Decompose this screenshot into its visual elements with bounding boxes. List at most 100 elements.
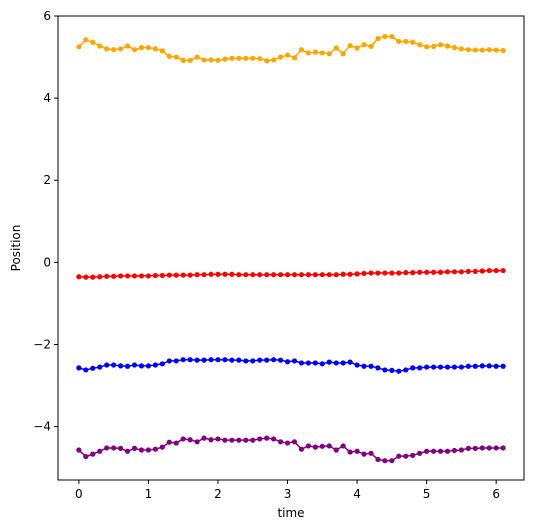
data-point bbox=[312, 444, 318, 450]
data-point bbox=[382, 458, 388, 464]
data-point bbox=[465, 268, 471, 275]
data-point bbox=[236, 55, 242, 61]
data-point bbox=[500, 363, 506, 369]
data-point bbox=[159, 48, 165, 54]
data-point bbox=[76, 365, 82, 371]
data-point bbox=[159, 361, 165, 367]
data-point bbox=[465, 445, 471, 451]
x-axis-label: time bbox=[277, 506, 304, 520]
data-point bbox=[131, 445, 138, 451]
data-point bbox=[305, 50, 311, 56]
data-point bbox=[118, 363, 124, 369]
series-layer bbox=[76, 33, 506, 464]
data-point bbox=[145, 273, 152, 279]
data-point bbox=[104, 362, 110, 368]
data-point bbox=[187, 437, 193, 443]
data-point bbox=[479, 445, 485, 451]
data-point bbox=[76, 447, 82, 453]
data-point bbox=[298, 446, 305, 452]
data-point bbox=[305, 272, 311, 278]
data-point bbox=[97, 364, 103, 370]
data-point bbox=[403, 38, 409, 45]
data-point bbox=[389, 33, 395, 40]
data-point bbox=[271, 436, 277, 442]
data-point bbox=[430, 43, 437, 49]
data-point bbox=[250, 437, 256, 443]
data-point bbox=[354, 448, 360, 454]
data-point bbox=[354, 362, 360, 368]
data-point bbox=[201, 57, 207, 63]
data-point bbox=[333, 272, 339, 278]
data-point bbox=[166, 439, 172, 445]
data-point bbox=[424, 44, 430, 50]
data-point bbox=[104, 273, 110, 279]
data-point bbox=[277, 54, 284, 60]
data-point bbox=[124, 363, 131, 369]
data-point bbox=[493, 363, 499, 369]
data-point bbox=[444, 364, 451, 370]
x-tick-label: 0 bbox=[75, 487, 83, 501]
data-point bbox=[111, 273, 117, 279]
data-point bbox=[451, 447, 458, 454]
data-point bbox=[250, 55, 256, 61]
data-point bbox=[284, 272, 291, 278]
data-point bbox=[173, 54, 179, 60]
data-point bbox=[333, 45, 339, 51]
data-point bbox=[208, 271, 214, 277]
data-point bbox=[312, 360, 318, 366]
data-point bbox=[375, 365, 381, 371]
data-point bbox=[410, 270, 416, 276]
data-point bbox=[486, 445, 492, 451]
data-point bbox=[451, 45, 458, 51]
data-point bbox=[257, 357, 263, 363]
data-point bbox=[437, 448, 444, 454]
data-point bbox=[361, 270, 367, 277]
data-point bbox=[90, 39, 96, 45]
data-point bbox=[229, 437, 235, 443]
data-point bbox=[465, 363, 471, 369]
data-point bbox=[264, 357, 270, 363]
data-point bbox=[403, 270, 409, 276]
data-point bbox=[194, 439, 200, 445]
data-point bbox=[424, 364, 430, 370]
data-point bbox=[312, 49, 318, 55]
data-point bbox=[312, 272, 318, 278]
data-point bbox=[389, 458, 395, 464]
data-point bbox=[437, 364, 444, 370]
data-point bbox=[430, 364, 437, 370]
data-point bbox=[138, 45, 145, 51]
data-point bbox=[173, 272, 179, 278]
data-point bbox=[417, 365, 423, 371]
data-point bbox=[389, 270, 395, 276]
data-point bbox=[264, 58, 270, 64]
data-point bbox=[298, 272, 305, 278]
data-point bbox=[159, 272, 165, 279]
data-point bbox=[347, 359, 353, 365]
data-point bbox=[180, 57, 186, 63]
data-point bbox=[277, 272, 284, 278]
data-point bbox=[131, 47, 138, 53]
data-point bbox=[152, 46, 158, 52]
data-point bbox=[187, 57, 193, 63]
data-point bbox=[90, 451, 96, 457]
plot-frame bbox=[57, 15, 525, 481]
data-point bbox=[333, 447, 339, 453]
data-point bbox=[305, 443, 311, 449]
data-point bbox=[430, 269, 437, 275]
data-point bbox=[90, 365, 96, 371]
data-point bbox=[382, 367, 388, 373]
data-point bbox=[354, 271, 360, 277]
data-point bbox=[118, 46, 124, 52]
data-point bbox=[201, 272, 207, 278]
data-point bbox=[222, 271, 228, 277]
y-axis-label: Position bbox=[9, 225, 23, 272]
data-point bbox=[257, 436, 263, 442]
data-point bbox=[458, 364, 464, 370]
data-point bbox=[250, 272, 256, 278]
data-point bbox=[375, 270, 381, 276]
data-point bbox=[104, 46, 110, 52]
data-point bbox=[145, 447, 152, 453]
data-point bbox=[410, 365, 416, 371]
y-tick-label: 2 bbox=[43, 173, 51, 187]
data-point bbox=[472, 363, 478, 369]
